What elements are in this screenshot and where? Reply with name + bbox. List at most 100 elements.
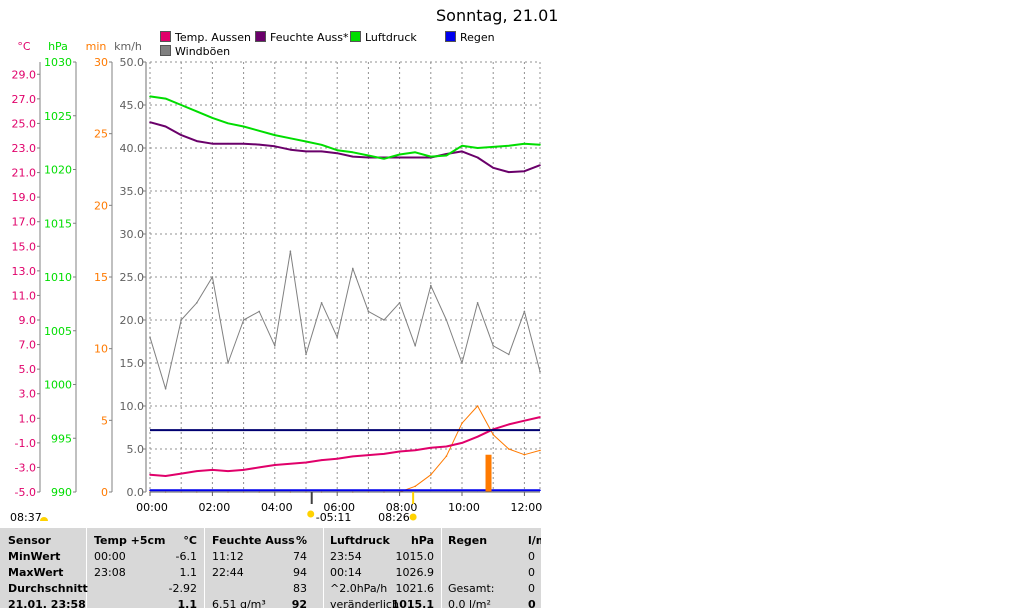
data-point bbox=[352, 155, 354, 158]
data-point bbox=[414, 151, 417, 154]
data-point bbox=[461, 145, 463, 147]
table-cell: 23:54 bbox=[330, 550, 362, 563]
data-point bbox=[492, 433, 495, 436]
table-cell: MaxWert bbox=[8, 566, 64, 579]
data-point bbox=[508, 145, 510, 147]
table-cell: Sensor bbox=[8, 534, 51, 547]
data-point bbox=[211, 276, 214, 278]
data-point bbox=[523, 453, 526, 456]
data-point bbox=[274, 464, 276, 466]
table-column-separator bbox=[323, 528, 324, 608]
data-point bbox=[164, 388, 167, 390]
data-point bbox=[352, 455, 354, 458]
data-point bbox=[336, 336, 339, 339]
data-point bbox=[492, 489, 495, 492]
x-tick-label: 12:00 bbox=[511, 501, 543, 514]
data-point bbox=[211, 142, 214, 145]
series-line-feuchte-auss- bbox=[149, 121, 541, 174]
data-point bbox=[383, 157, 385, 160]
data-point bbox=[258, 143, 261, 146]
data-point bbox=[305, 140, 307, 143]
data-point bbox=[196, 110, 198, 113]
data-point bbox=[539, 416, 541, 418]
data-point bbox=[227, 122, 229, 125]
data-point bbox=[149, 121, 151, 123]
table-cell: 74 bbox=[293, 550, 307, 563]
wind-tick-label: 15.0 bbox=[120, 357, 145, 370]
temp-tick-label: 27.0 bbox=[12, 93, 37, 106]
data-point bbox=[227, 362, 229, 364]
data-point bbox=[398, 302, 401, 304]
temp-tick-label: 25.0 bbox=[12, 117, 37, 130]
data-point bbox=[492, 146, 495, 148]
data-point bbox=[180, 319, 182, 321]
data-point bbox=[352, 151, 354, 154]
data-point bbox=[196, 302, 198, 304]
table-cell: 0 bbox=[528, 598, 536, 608]
data-point bbox=[336, 152, 339, 154]
stats-table: Sensor Temp +5cm °C Feuchte Auss% Luftdruck h… bbox=[0, 528, 541, 608]
table-column-separator bbox=[441, 528, 442, 608]
data-point bbox=[242, 142, 245, 145]
data-point bbox=[476, 435, 479, 438]
temp-tick-label: 21.0 bbox=[12, 167, 37, 180]
data-point bbox=[445, 489, 448, 492]
table-cell: 83 bbox=[293, 582, 307, 595]
table-cell: 6.51 g/m³ bbox=[212, 598, 266, 608]
page-title: Sonntag, 21.01 bbox=[436, 6, 559, 25]
table-cell: 11:12 bbox=[212, 550, 244, 563]
legend-swatch bbox=[350, 31, 361, 42]
temp-tick-label: 15.0 bbox=[12, 240, 37, 253]
table-cell: °C bbox=[183, 534, 197, 547]
sunshine-unit-label: min bbox=[86, 40, 107, 53]
data-point bbox=[320, 150, 323, 153]
moon-time-label: -05:11 bbox=[316, 511, 352, 524]
legend-item: Regen bbox=[445, 31, 495, 44]
data-point bbox=[336, 489, 339, 492]
data-point bbox=[274, 345, 276, 347]
table-cell: 21.01. 23:58 bbox=[8, 598, 86, 608]
temp-tick-label: 1.0 bbox=[19, 412, 37, 425]
data-point bbox=[523, 419, 526, 422]
table-cell: Feuchte Auss bbox=[212, 534, 295, 547]
table-cell: 1015.0 bbox=[395, 550, 435, 563]
table-cell: 92 bbox=[291, 598, 307, 608]
legend-item: Feuchte Auss* bbox=[255, 31, 349, 44]
data-point bbox=[367, 154, 370, 157]
legend-label: Temp. Aussen bbox=[175, 31, 252, 44]
data-point bbox=[164, 97, 167, 100]
temp-tick-label: 5.0 bbox=[19, 363, 37, 376]
table-column-separator bbox=[204, 528, 205, 608]
data-point bbox=[320, 459, 323, 461]
data-point bbox=[523, 310, 526, 313]
data-point bbox=[367, 310, 370, 313]
table-cell: 1.1 bbox=[179, 566, 198, 579]
data-point bbox=[289, 462, 292, 465]
data-point bbox=[445, 319, 448, 321]
sun-icon bbox=[40, 517, 48, 521]
data-point bbox=[149, 474, 151, 476]
data-point bbox=[398, 489, 401, 492]
data-point bbox=[227, 142, 229, 145]
data-point bbox=[445, 154, 448, 157]
legend-swatch bbox=[445, 31, 456, 42]
data-point bbox=[461, 442, 463, 444]
data-point bbox=[320, 143, 323, 146]
table-cell: 1026.9 bbox=[395, 566, 435, 579]
table-cell: -2.92 bbox=[168, 582, 197, 595]
table-cell: 0 bbox=[528, 550, 535, 563]
data-point bbox=[258, 489, 261, 492]
data-point bbox=[523, 142, 526, 145]
data-point bbox=[383, 453, 385, 455]
table-cell: % bbox=[295, 534, 307, 547]
data-point bbox=[367, 156, 370, 159]
pressure-unit-label: hPa bbox=[48, 40, 68, 53]
temp-tick-label: 11.0 bbox=[12, 289, 37, 302]
legend-item: Temp. Aussen bbox=[160, 31, 251, 44]
data-point bbox=[445, 455, 448, 457]
data-point bbox=[539, 164, 541, 166]
sun-markers: 08:37 -05:11 08:26 bbox=[10, 492, 417, 524]
x-axis: 00:00 02:00 04:00 06:00 08:00 10:00 12:00 bbox=[136, 491, 543, 514]
chart-series bbox=[149, 95, 541, 493]
data-point bbox=[508, 448, 510, 450]
